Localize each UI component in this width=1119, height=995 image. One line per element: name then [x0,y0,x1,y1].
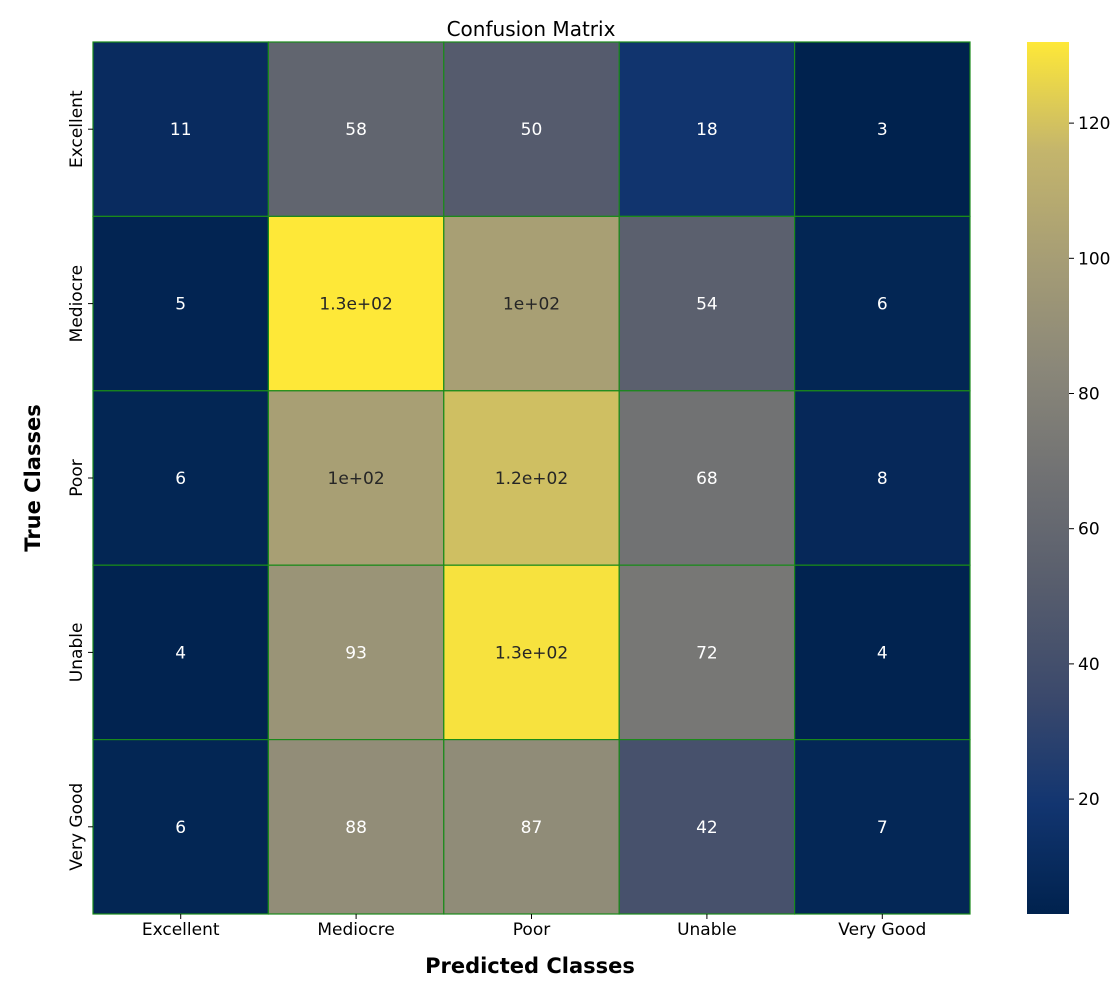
heatmap-cell-label: 88 [345,818,367,838]
heatmap-cell [267,215,445,392]
heatmap-cell-label: 11 [170,120,192,140]
heatmap-cell-label: 8 [877,469,888,489]
heatmap-cell [267,41,445,217]
y-tick-label: Excellent [67,90,87,168]
heatmap-cell [443,215,620,392]
heatmap-cell-label: 68 [696,469,718,489]
heatmap-cell-label: 5 [175,295,186,315]
heatmap-cell-label: 18 [696,120,718,140]
heatmap-cell [267,738,445,915]
heatmap-cell-label: 1.3e+02 [495,643,568,663]
y-axis-ticks: Excellent Mediocre Poor Unable Very Good [67,90,93,871]
x-axis-label: Predicted Classes [425,954,635,978]
x-tick-label: Very Good [838,920,926,940]
heatmap-cell-labels: 11 58 50 18 35 1.3e+02 1e+02 54 66 1e+02 1.2e+02 68… [170,120,888,838]
heatmap-cell-label: 1.2e+02 [495,469,568,489]
heatmap-cell [793,564,971,741]
heatmap-cell-label: 72 [696,643,718,663]
y-tick-label: Unable [67,623,87,683]
heatmap-cell-label: 58 [345,120,367,140]
heatmap-cell-label: 93 [345,643,367,663]
heatmap-cell-label: 6 [877,295,888,315]
colorbar-tick-label: 80 [1078,385,1100,405]
y-tick-label: Very Good [67,783,87,871]
heatmap-cell-label: 3 [877,120,888,140]
heatmap-cells [92,41,971,915]
heatmap-cell [92,738,269,915]
heatmap-cell [793,390,971,566]
colorbar-tick-label: 40 [1078,655,1100,675]
heatmap-cell [618,564,796,741]
x-tick-label: Poor [513,920,550,940]
heatmap-cell [443,564,620,741]
heatmap-cell [793,215,971,392]
heatmap-cell [92,215,269,392]
heatmap-cell-label: 50 [521,120,543,140]
colorbar-tick-label: 100 [1078,249,1110,269]
x-tick-label: Mediocre [317,920,394,940]
colorbar-tick-label: 20 [1078,790,1100,810]
heatmap-cell [793,738,971,915]
heatmap-cell [618,41,796,217]
heatmap-cell-label: 54 [696,295,718,315]
heatmap-cell [443,390,620,566]
heatmap-cell [267,390,445,566]
x-axis-ticks: Excellent Mediocre Poor Unable Very Good [142,914,926,940]
colorbar-ticks: 20 40 60 80 100 120 [1069,114,1110,810]
heatmap-cell [618,390,796,566]
y-tick-label: Mediocre [67,265,87,342]
heatmap-cell [443,41,620,217]
heatmap-cell-label: 6 [175,469,186,489]
heatmap-cell-label: 7 [877,818,888,838]
x-tick-label: Excellent [142,920,220,940]
heatmap-cell-label: 4 [175,643,186,663]
y-axis-label: True Classes [21,404,45,551]
heatmap-cell-label: 87 [521,818,543,838]
heatmap-cell-label: 42 [696,818,718,838]
colorbar-tick-label: 120 [1078,114,1110,134]
heatmap-cell-label: 1e+02 [328,469,385,489]
x-tick-label: Unable [677,920,737,940]
heatmap-cell [92,41,269,217]
heatmap-cell [793,41,971,217]
heatmap-cell [267,564,445,741]
heatmap-cell-label: 1e+02 [503,295,560,315]
colorbar [1027,42,1069,914]
chart-title: Confusion Matrix [447,17,616,41]
heatmap-cell-label: 6 [175,818,186,838]
colorbar-tick-label: 60 [1078,520,1100,540]
heatmap-cell [443,738,620,915]
y-tick-label: Poor [67,459,87,496]
heatmap-cell-label: 1.3e+02 [319,295,392,315]
heatmap-cell-label: 4 [877,643,888,663]
